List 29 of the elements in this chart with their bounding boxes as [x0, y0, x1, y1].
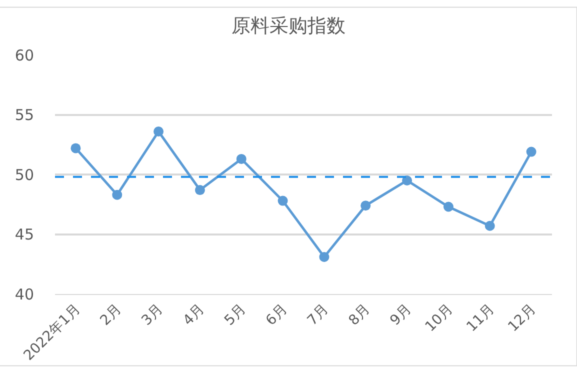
x-tick-label: 5月 — [222, 301, 250, 329]
point — [194, 185, 205, 196]
y-tick-label: 50 — [14, 166, 34, 184]
x-tick-label: 12月 — [505, 301, 540, 336]
x-tick-label: 9月 — [387, 301, 415, 329]
point — [236, 154, 246, 164]
x-tick-label: 4月 — [180, 301, 208, 329]
y-tick-label: 45 — [14, 226, 34, 244]
point — [484, 220, 495, 231]
x-tick-label: 7月 — [304, 301, 332, 329]
point — [278, 196, 288, 206]
y-tick-label: 55 — [14, 106, 34, 124]
x-tick-label: 6月 — [263, 301, 291, 329]
x-tick-label: 8月 — [346, 301, 374, 329]
x-tick-label: 2月 — [97, 301, 125, 329]
point — [402, 175, 412, 186]
point — [526, 146, 536, 157]
point — [154, 126, 164, 136]
point — [319, 252, 330, 262]
y-tick-label: 60 — [14, 46, 34, 64]
point — [443, 202, 454, 212]
x-tick-label: 3月 — [138, 301, 166, 329]
x-tick-label: 11月 — [464, 301, 498, 336]
point — [360, 200, 371, 211]
y-tick-label: 40 — [14, 285, 34, 304]
point — [70, 143, 81, 154]
point — [112, 190, 122, 200]
chart-title: 原料采购指数 — [232, 15, 346, 38]
x-tick-label: 10月 — [422, 301, 456, 336]
